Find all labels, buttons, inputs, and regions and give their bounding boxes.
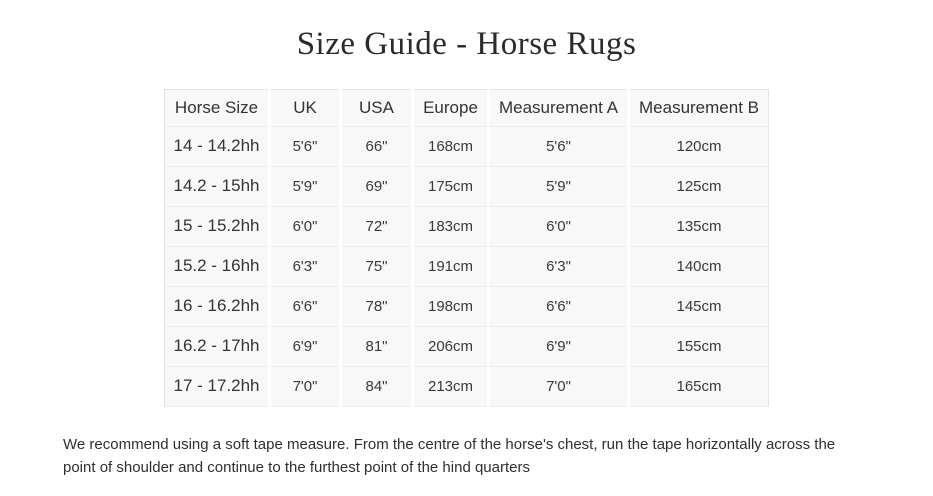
table-row: 14 - 14.2hh 5'6" 66" 168cm 5'6" 120cm: [164, 126, 769, 167]
size-value-cell: 191cm: [411, 246, 489, 287]
size-value-cell: 175cm: [411, 166, 489, 207]
size-value-cell: 84": [339, 366, 413, 407]
column-header-europe: Europe: [411, 89, 489, 127]
size-value-cell: 6'6": [268, 286, 341, 327]
size-value-cell: 81": [339, 326, 413, 367]
size-value-cell: 6'0": [487, 206, 629, 247]
size-value-cell: 5'6": [268, 126, 341, 167]
table-row: 16 - 16.2hh 6'6" 78" 198cm 6'6" 145cm: [164, 286, 769, 327]
size-value-cell: 125cm: [627, 166, 769, 207]
size-value-cell: 145cm: [627, 286, 769, 327]
size-value-cell: 6'9": [268, 326, 341, 367]
horse-size-cell: 15.2 - 16hh: [164, 246, 270, 287]
page-title: Size Guide - Horse Rugs: [296, 26, 637, 62]
size-value-cell: 165cm: [627, 366, 769, 407]
size-value-cell: 66": [339, 126, 413, 167]
column-header-uk: UK: [268, 89, 341, 127]
horse-size-cell: 14 - 14.2hh: [164, 126, 270, 167]
table-row: 16.2 - 17hh 6'9" 81" 206cm 6'9" 155cm: [164, 326, 769, 367]
size-value-cell: 198cm: [411, 286, 489, 327]
size-value-cell: 6'9": [487, 326, 629, 367]
measurement-note: We recommend using a soft tape measure. …: [63, 433, 903, 479]
size-value-cell: 155cm: [627, 326, 769, 367]
size-value-cell: 75": [339, 246, 413, 287]
size-value-cell: 206cm: [411, 326, 489, 367]
size-value-cell: 6'6": [487, 286, 629, 327]
size-value-cell: 135cm: [627, 206, 769, 247]
table-row: 14.2 - 15hh 5'9" 69" 175cm 5'9" 125cm: [164, 166, 769, 207]
measurement-note-line2: point of shoulder and continue to the fu…: [63, 458, 530, 476]
size-value-cell: 140cm: [627, 246, 769, 287]
size-value-cell: 72": [339, 206, 413, 247]
size-value-cell: 69": [339, 166, 413, 207]
table-row: 17 - 17.2hh 7'0" 84" 213cm 7'0" 165cm: [164, 366, 769, 407]
column-header-measurement-a: Measurement A: [487, 89, 629, 127]
size-value-cell: 183cm: [411, 206, 489, 247]
size-value-cell: 7'0": [487, 366, 629, 407]
table-row: 15.2 - 16hh 6'3" 75" 191cm 6'3" 140cm: [164, 246, 769, 287]
size-table-header: Horse Size UK USA Europe Measurement A M…: [164, 89, 769, 127]
horse-size-cell: 17 - 17.2hh: [164, 366, 270, 407]
horse-size-cell: 16 - 16.2hh: [164, 286, 270, 327]
size-value-cell: 5'6": [487, 126, 629, 167]
size-value-cell: 120cm: [627, 126, 769, 167]
horse-size-cell: 15 - 15.2hh: [164, 206, 270, 247]
column-header-measurement-b: Measurement B: [627, 89, 769, 127]
size-value-cell: 5'9": [487, 166, 629, 207]
horse-size-cell: 14.2 - 15hh: [164, 166, 270, 207]
horse-size-cell: 16.2 - 17hh: [164, 326, 270, 367]
size-table-body: 14 - 14.2hh 5'6" 66" 168cm 5'6" 120cm 14.2 - 1…: [164, 126, 769, 407]
size-guide-table: Horse Size UK USA Europe Measurement A M…: [164, 88, 769, 407]
size-value-cell: 168cm: [411, 126, 489, 167]
size-value-cell: 6'3": [487, 246, 629, 287]
size-value-cell: 213cm: [411, 366, 489, 407]
size-value-cell: 6'3": [268, 246, 341, 287]
column-header-usa: USA: [339, 89, 413, 127]
size-value-cell: 78": [339, 286, 413, 327]
size-value-cell: 5'9": [268, 166, 341, 207]
column-header-horse-size: Horse Size: [164, 89, 270, 127]
size-value-cell: 7'0": [268, 366, 341, 407]
size-value-cell: 6'0": [268, 206, 341, 247]
measurement-note-line1: We recommend using a soft tape measure. …: [63, 435, 836, 453]
header-row: Horse Size UK USA Europe Measurement A M…: [164, 89, 769, 127]
table-row: 15 - 15.2hh 6'0" 72" 183cm 6'0" 135cm: [164, 206, 769, 247]
